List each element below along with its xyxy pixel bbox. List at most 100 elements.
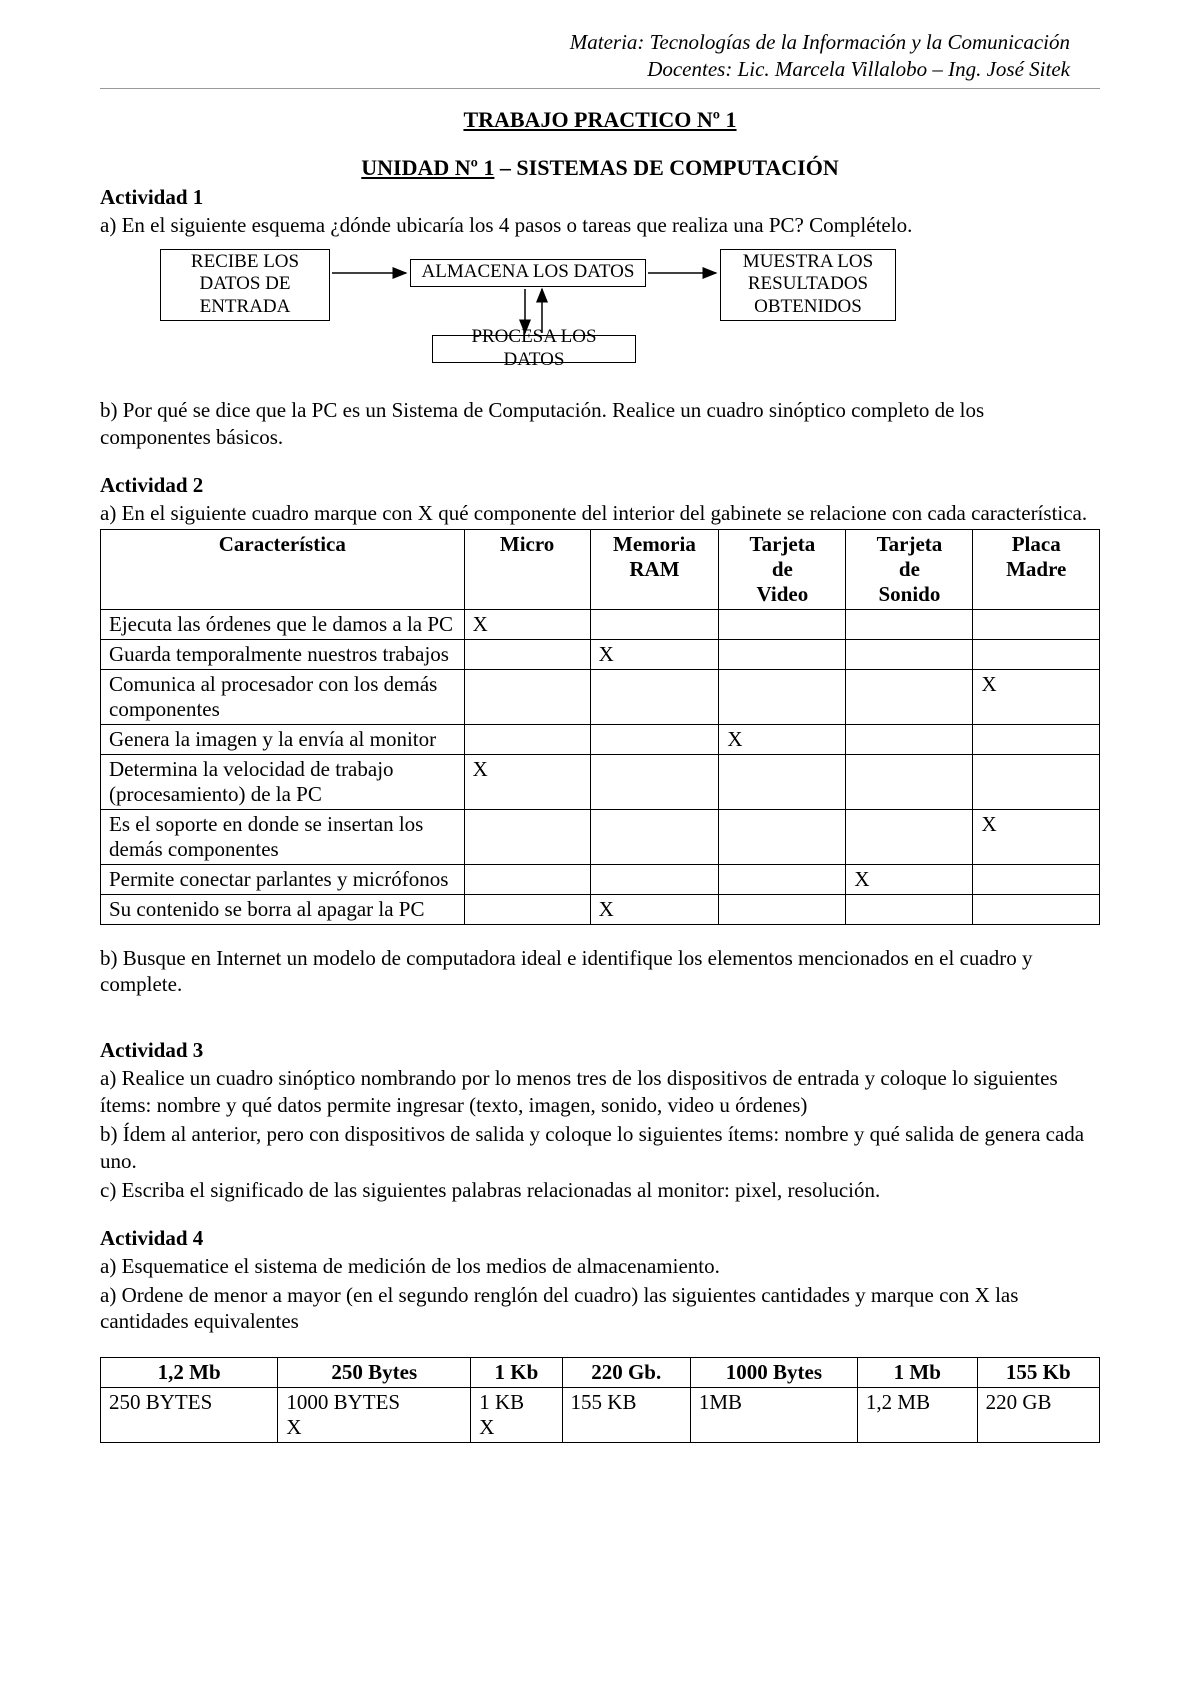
row-mark	[464, 639, 590, 669]
diagram-box-output: MUESTRA LOSRESULTADOSOBTENIDOS	[720, 249, 896, 321]
row-mark	[846, 669, 973, 724]
row-mark	[719, 809, 846, 864]
act4-cell: 155 KB	[562, 1388, 690, 1443]
title-unit: UNIDAD Nº 1 – SISTEMAS DE COMPUTACIÓN	[100, 155, 1100, 181]
act4-col-header: 1,2 Mb	[101, 1358, 278, 1388]
row-mark	[846, 809, 973, 864]
row-mark	[464, 864, 590, 894]
act2-col-header: MemoriaRAM	[590, 529, 719, 609]
act2-col-header: Característica	[101, 529, 465, 609]
row-mark	[719, 609, 846, 639]
act2-col-header: TarjetadeVideo	[719, 529, 846, 609]
row-mark	[590, 609, 719, 639]
title-main: TRABAJO PRACTICO Nº 1	[100, 107, 1100, 133]
row-characteristic: Permite conectar parlantes y micrófonos	[101, 864, 465, 894]
row-mark: X	[973, 669, 1100, 724]
act4-head: Actividad 4	[100, 1226, 1100, 1251]
table-row: 250 BYTES1000 BYTESX1 KBX155 KB1MB1,2 MB…	[101, 1388, 1100, 1443]
row-mark: X	[464, 754, 590, 809]
diagram-box-input: RECIBE LOSDATOS DEENTRADA	[160, 249, 330, 321]
table-row: Ejecuta las órdenes que le damos a la PC…	[101, 609, 1100, 639]
title-unit-underlined: UNIDAD Nº 1	[361, 155, 494, 180]
row-mark	[464, 894, 590, 924]
table-row: Determina la velocidad de trabajo (proce…	[101, 754, 1100, 809]
row-mark	[464, 809, 590, 864]
row-mark	[846, 639, 973, 669]
act4-cell: 220 GB	[977, 1388, 1099, 1443]
table-row: Su contenido se borra al apagar la PC X	[101, 894, 1100, 924]
act2-a: a) En el siguiente cuadro marque con X q…	[100, 500, 1100, 527]
header-rule	[100, 88, 1100, 89]
act4-cell: 1,2 MB	[857, 1388, 977, 1443]
act2-col-header: PlacaMadre	[973, 529, 1100, 609]
row-mark	[590, 809, 719, 864]
row-mark: X	[590, 894, 719, 924]
act4-col-header: 220 Gb.	[562, 1358, 690, 1388]
act4-col-header: 1000 Bytes	[690, 1358, 857, 1388]
act4-cell: 1000 BYTESX	[278, 1388, 471, 1443]
act4-col-header: 155 Kb	[977, 1358, 1099, 1388]
row-mark	[590, 864, 719, 894]
act4-col-header: 250 Bytes	[278, 1358, 471, 1388]
row-mark	[846, 724, 973, 754]
row-mark: X	[719, 724, 846, 754]
diagram-box-store: ALMACENA LOS DATOS	[410, 259, 646, 287]
row-characteristic: Comunica al procesador con los demás com…	[101, 669, 465, 724]
row-mark	[846, 894, 973, 924]
row-mark	[590, 754, 719, 809]
row-mark: X	[590, 639, 719, 669]
row-mark	[973, 609, 1100, 639]
row-mark	[973, 639, 1100, 669]
header-docentes: Docentes: Lic. Marcela Villalobo – Ing. …	[100, 57, 1070, 82]
table-row: Permite conectar parlantes y micrófonos X	[101, 864, 1100, 894]
header-materia: Materia: Tecnologías de la Información y…	[100, 30, 1070, 55]
row-mark	[973, 864, 1100, 894]
row-mark	[973, 724, 1100, 754]
act1-head: Actividad 1	[100, 185, 1100, 210]
act4-a1: a) Esquematice el sistema de medición de…	[100, 1253, 1100, 1280]
row-mark	[719, 669, 846, 724]
act4-cell: 250 BYTES	[101, 1388, 278, 1443]
act2-table: CaracterísticaMicroMemoriaRAMTarjetadeVi…	[100, 529, 1100, 925]
row-characteristic: Determina la velocidad de trabajo (proce…	[101, 754, 465, 809]
act4-col-header: 1 Kb	[471, 1358, 562, 1388]
act2-col-header: TarjetadeSonido	[846, 529, 973, 609]
act4-a2: a) Ordene de menor a mayor (en el segund…	[100, 1282, 1100, 1336]
act4-col-header: 1 Mb	[857, 1358, 977, 1388]
act4-cell: 1 KBX	[471, 1388, 562, 1443]
row-characteristic: Es el soporte en donde se insertan los d…	[101, 809, 465, 864]
act1-b: b) Por qué se dice que la PC es un Siste…	[100, 397, 1100, 451]
row-mark	[973, 754, 1100, 809]
document-page: Materia: Tecnologías de la Información y…	[0, 0, 1200, 1698]
act4-table: 1,2 Mb250 Bytes1 Kb220 Gb.1000 Bytes1 Mb…	[100, 1357, 1100, 1443]
row-mark	[464, 669, 590, 724]
table-row: Comunica al procesador con los demás com…	[101, 669, 1100, 724]
table-row: Es el soporte en donde se insertan los d…	[101, 809, 1100, 864]
row-mark	[973, 894, 1100, 924]
act4-cell: 1MB	[690, 1388, 857, 1443]
act2-col-header: Micro	[464, 529, 590, 609]
title-unit-rest: – SISTEMAS DE COMPUTACIÓN	[494, 155, 838, 180]
row-characteristic: Guarda temporalmente nuestros trabajos	[101, 639, 465, 669]
act3-head: Actividad 3	[100, 1038, 1100, 1063]
row-mark	[464, 724, 590, 754]
row-mark	[719, 894, 846, 924]
row-mark	[719, 639, 846, 669]
diagram-box-process: PROCESA LOS DATOS	[432, 335, 636, 363]
act1-diagram: RECIBE LOSDATOS DEENTRADA ALMACENA LOS D…	[100, 249, 1100, 379]
row-mark: X	[464, 609, 590, 639]
row-mark	[846, 754, 973, 809]
table-row: Guarda temporalmente nuestros trabajos X	[101, 639, 1100, 669]
row-mark: X	[846, 864, 973, 894]
row-characteristic: Su contenido se borra al apagar la PC	[101, 894, 465, 924]
act3-c: c) Escriba el significado de las siguien…	[100, 1177, 1100, 1204]
act1-a: a) En el siguiente esquema ¿dónde ubicar…	[100, 212, 1100, 239]
row-mark	[719, 754, 846, 809]
row-mark	[719, 864, 846, 894]
row-mark	[590, 724, 719, 754]
row-mark	[590, 669, 719, 724]
table-row: Genera la imagen y la envía al monitor X	[101, 724, 1100, 754]
row-characteristic: Genera la imagen y la envía al monitor	[101, 724, 465, 754]
header: Materia: Tecnologías de la Información y…	[100, 30, 1100, 82]
row-characteristic: Ejecuta las órdenes que le damos a la PC	[101, 609, 465, 639]
